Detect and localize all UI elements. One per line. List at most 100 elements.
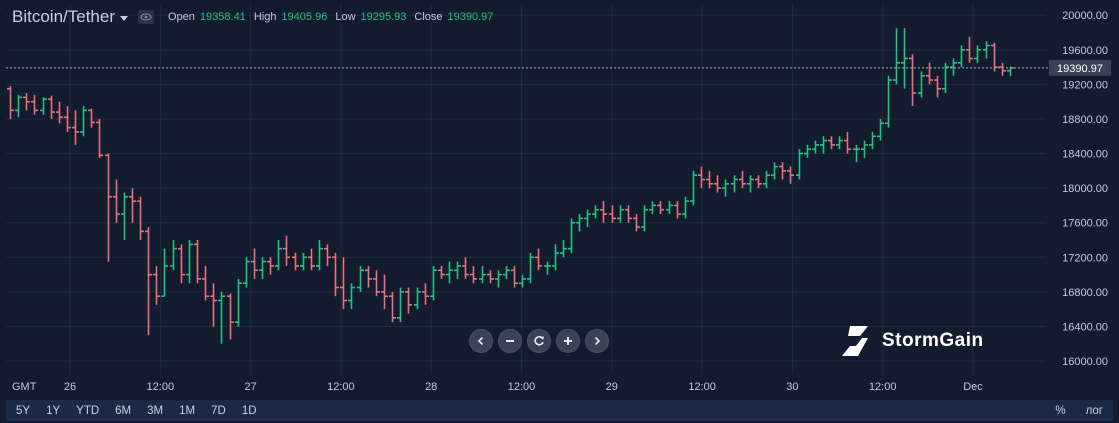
scroll-right-button[interactable] (585, 329, 609, 353)
x-tick-label: 12:00 (327, 381, 355, 393)
ohlc-bar (332, 252, 339, 297)
y-axis: 20000.00 19600.00 19200.00 18800.00 18400.00… (1062, 10, 1108, 368)
ohlc-bar (869, 131, 876, 150)
ohlc-bar (259, 257, 266, 279)
ohlc-bar (324, 244, 331, 266)
ohlc-bar (405, 287, 412, 314)
range-5y-button[interactable]: 5Y (16, 404, 31, 417)
range-1d-button[interactable]: 1D (241, 404, 257, 417)
scale-options: % лог (1045, 405, 1113, 417)
high-label: High (253, 11, 277, 23)
chevron-down-icon[interactable] (120, 15, 128, 21)
close-label: Close (414, 11, 443, 23)
ohlc-bar (974, 45, 981, 63)
ohlc-bar (129, 188, 136, 223)
ohlc-bar (999, 62, 1006, 76)
ohlc-bar (462, 257, 469, 279)
ohlc-bar (470, 265, 477, 284)
ohlc-bar (373, 270, 380, 297)
x-tick-label: 26 (64, 381, 76, 393)
ohlc-bar (844, 131, 851, 154)
ohlc-bar (641, 205, 648, 232)
zoom-out-button[interactable] (498, 329, 522, 353)
ohlc-bar (218, 291, 225, 344)
ohlc-bar (682, 196, 689, 219)
ohlc-bar (552, 244, 559, 271)
ohlc-bar (503, 265, 510, 279)
ohlc-bar (397, 287, 404, 323)
range-3m-button[interactable]: 3M (147, 404, 164, 417)
ohlc-bar (584, 209, 591, 228)
ohlc-bar (210, 283, 217, 327)
symbol-title[interactable]: Bitcoin/Tether (12, 7, 115, 26)
y-tick-label: 17600.00 (1062, 218, 1108, 230)
ohlc-bar (779, 162, 786, 180)
y-tick-label: 16800.00 (1062, 287, 1108, 299)
close-value: 19390.97 (447, 11, 494, 23)
ohlc-bar (714, 175, 721, 193)
y-tick-label: 18400.00 (1062, 149, 1108, 161)
y-tick-label: 18000.00 (1062, 183, 1108, 195)
ohlc-bar (48, 95, 55, 119)
ohlc-bar (88, 108, 95, 128)
ohlc-bar (820, 136, 827, 154)
last-price-badge (1049, 59, 1111, 76)
price-chart[interactable]: 19390.97 20000.00 19600.00 19200.00 18800.0… (0, 0, 1119, 400)
ohlc-bar (56, 101, 63, 124)
ohlc-bar (828, 136, 835, 150)
ohlc-bar (885, 75, 892, 128)
range-7d-button[interactable]: 7D (211, 404, 226, 417)
ohlc-bar (446, 261, 453, 284)
ohlc-bar (983, 41, 990, 59)
y-tick-label: 16400.00 (1062, 321, 1108, 333)
range-1y-button[interactable]: 1Y (46, 404, 61, 417)
x-axis: 26 12:00 27 12:00 28 12:00 29 12:00 30 12:00 Dec GM… (12, 381, 983, 393)
ohlc-bar (283, 235, 290, 266)
ohlc-bar (72, 110, 79, 145)
y-tick-label: 19600.00 (1062, 45, 1108, 57)
ohlc-bar (454, 261, 461, 279)
ohlc-bar (137, 196, 144, 241)
ohlc-bar (389, 291, 396, 323)
range-6m-button[interactable]: 6M (115, 404, 132, 417)
reset-button[interactable] (527, 329, 551, 353)
ohlc-bar (194, 240, 201, 284)
plus-icon (564, 337, 572, 345)
ohlc-bar (15, 94, 22, 118)
ohlc-bar (251, 248, 258, 279)
y-tick-label: 16000.00 (1062, 356, 1108, 368)
ohlc-bar (275, 240, 282, 271)
high-value: 19405.96 (281, 11, 328, 23)
ohlc-bar (235, 278, 242, 327)
low-label: Low (335, 11, 356, 23)
ohlc-bar (609, 205, 616, 223)
ohlc-bar (796, 149, 803, 180)
ohlc-bar (560, 240, 567, 258)
ohlc-bar (836, 136, 843, 150)
ohlc-bar (64, 106, 71, 132)
ohlc-bar (666, 201, 673, 215)
ohlc-bar (657, 201, 664, 215)
ohlc-bar (600, 201, 607, 223)
ohlc-bar (487, 270, 494, 284)
range-1m-button[interactable]: 1M (179, 404, 196, 417)
ohlc-bar (381, 274, 388, 310)
ohlc-bar (308, 248, 315, 271)
ohlc-bar (901, 28, 908, 89)
percent-scale-button[interactable]: % (1055, 404, 1066, 417)
log-scale-button[interactable]: лог (1085, 404, 1103, 417)
ohlc-bar (80, 106, 87, 137)
zoom-in-button[interactable] (556, 329, 580, 353)
range-ytd-button[interactable]: YTD (76, 404, 100, 417)
y-tick-label: 20000.00 (1062, 10, 1108, 22)
ohlc-bar (348, 283, 355, 310)
ohlc-bar (893, 28, 900, 85)
y-tick-label: 18800.00 (1062, 114, 1108, 126)
x-tick-label: 29 (606, 381, 618, 393)
x-tick-label: Dec (963, 381, 983, 393)
toggle-visibility-button[interactable] (138, 10, 154, 24)
scroll-left-button[interactable] (469, 329, 493, 353)
ohlc-bar (153, 265, 160, 305)
x-tick-label: 27 (244, 381, 256, 393)
ohlc-bar (926, 62, 933, 85)
